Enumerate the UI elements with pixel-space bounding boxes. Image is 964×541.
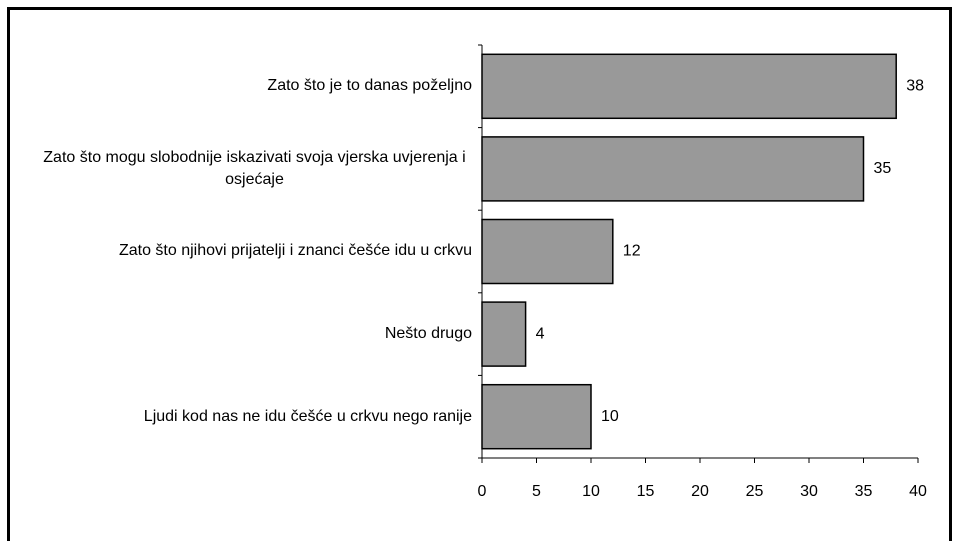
value-label: 38 (906, 78, 924, 95)
bar (481, 383, 592, 450)
category-label: Zato što mogu slobodnije iskazivati svoj… (37, 128, 472, 211)
bar (481, 218, 614, 285)
x-tick-label: 30 (800, 483, 818, 500)
x-tick-label: 15 (637, 483, 655, 500)
x-tick-label: 25 (746, 483, 764, 500)
category-text: Zato što je to danas poželjno (267, 77, 472, 95)
category-label: Ljudi kod nas ne idu češće u crkvu nego … (144, 375, 472, 458)
bar (481, 136, 865, 202)
x-tick-label: 40 (909, 483, 927, 500)
x-tick-label: 10 (582, 483, 600, 500)
category-label: Zato što njihovi prijatelji i znanci češ… (119, 210, 472, 293)
bar (481, 301, 527, 367)
category-label: Nešto drugo (385, 293, 472, 376)
value-label: 12 (623, 243, 641, 260)
value-label: 10 (601, 408, 619, 425)
category-label: Zato što je to danas poželjno (267, 45, 472, 128)
value-label: 35 (874, 160, 892, 177)
category-text: Zato što njihovi prijatelji i znanci češ… (118, 242, 472, 260)
x-tick-label: 5 (532, 483, 541, 500)
bar (481, 53, 897, 120)
chart-frame (7, 7, 952, 541)
category-text: Nešto drugo (384, 325, 472, 343)
value-label: 4 (536, 325, 545, 342)
x-tick-label: 0 (478, 483, 487, 500)
x-tick-label: 35 (855, 483, 873, 500)
category-text: Ljudi kod nas ne idu češće u crkvu nego … (143, 407, 472, 425)
x-tick-label: 20 (691, 483, 709, 500)
category-text: Zato što mogu slobodnije iskazivati svoj… (43, 148, 466, 188)
